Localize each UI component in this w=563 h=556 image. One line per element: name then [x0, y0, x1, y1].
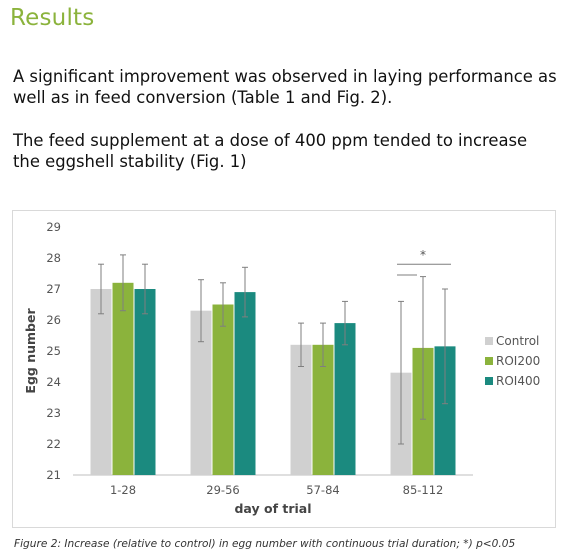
bar-control-57-84 — [290, 344, 312, 475]
results-paragraph-1: A significant improvement was observed i… — [13, 67, 557, 107]
legend-label-roi200: ROI200 — [496, 354, 540, 368]
bar-roi400-29-56 — [234, 292, 256, 475]
results-paragraph-2: The feed supplement at a dose of 400 ppm… — [13, 131, 528, 171]
y-tick-label: 23 — [46, 406, 61, 420]
significance-marker: * — [420, 248, 426, 262]
egg-number-bar-chart: 21 22 23 24 25 26 27 28 29 1-28 29-56 57-84 85-112 * E… — [23, 220, 540, 516]
y-tick-label: 21 — [46, 468, 61, 482]
legend-label-roi400: ROI400 — [496, 374, 540, 388]
x-tick-label: 85-112 — [403, 483, 444, 497]
y-tick-label: 27 — [46, 282, 61, 296]
figure-caption: Figure 2: Increase (relative to control)… — [14, 538, 516, 550]
x-axis-title: day of trial — [234, 501, 311, 516]
legend-swatch-roi400 — [485, 377, 493, 385]
legend-swatch-roi200 — [485, 357, 493, 365]
x-tick-label: 1-28 — [110, 483, 136, 497]
x-tick-label: 29-56 — [206, 483, 239, 497]
y-axis-title: Egg number — [23, 308, 38, 394]
legend-swatch-control — [485, 337, 493, 345]
y-tick-label: 26 — [46, 313, 61, 327]
y-tick-label: 25 — [46, 344, 61, 358]
x-tick-label: 57-84 — [306, 483, 339, 497]
bar-roi200-29-56 — [212, 304, 234, 475]
bar-control-1-28 — [90, 289, 112, 475]
y-tick-label: 24 — [46, 375, 61, 389]
bar-roi200-1-28 — [112, 282, 134, 475]
bar-roi400-1-28 — [134, 289, 156, 475]
y-tick-label: 28 — [46, 251, 61, 265]
bar-roi400-85-112 — [434, 346, 456, 475]
chart-frame: 21 22 23 24 25 26 27 28 29 1-28 29-56 57-84 85-112 * E… — [12, 210, 556, 528]
bar-roi400-57-84 — [334, 323, 356, 475]
y-tick-label: 22 — [46, 437, 61, 451]
bar-roi200-57-84 — [312, 344, 334, 475]
bar-control-29-56 — [190, 310, 212, 475]
section-heading: Results — [10, 5, 95, 31]
legend-label-control: Control — [496, 334, 539, 348]
y-tick-label: 29 — [46, 220, 61, 234]
